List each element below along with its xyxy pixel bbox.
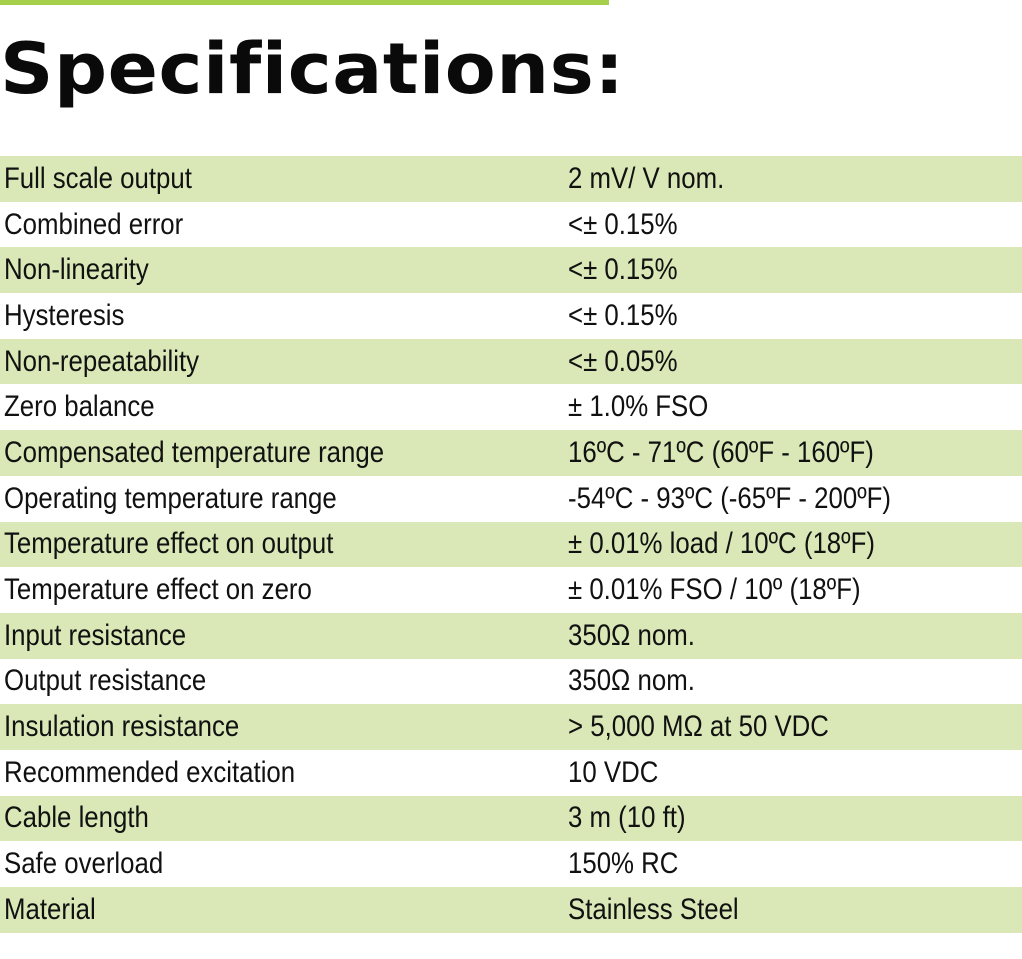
spec-row: Hysteresis <± 0.15% (0, 293, 1022, 339)
page-title: Specifications: (0, 28, 625, 110)
spec-label: Material (4, 892, 96, 926)
spec-label: Temperature effect on zero (4, 573, 312, 607)
spec-row: Material Stainless Steel (0, 887, 1022, 933)
spec-value: 350Ω nom. (568, 618, 695, 652)
spec-row: Compensated temperature range 16ºC - 71º… (0, 430, 1022, 476)
spec-label: Full scale output (4, 161, 192, 195)
spec-label: Recommended excitation (4, 755, 296, 789)
spec-row: Insulation resistance > 5,000 MΩ at 50 V… (0, 704, 1022, 750)
spec-label: Input resistance (4, 618, 187, 652)
accent-bar (0, 0, 609, 5)
spec-value: Stainless Steel (568, 892, 739, 926)
spec-value: > 5,000 MΩ at 50 VDC (568, 710, 829, 744)
spec-label: Output resistance (4, 664, 207, 698)
spec-value: ± 0.01% load / 10ºC (18ºF) (568, 527, 875, 561)
spec-label: Hysteresis (4, 298, 125, 332)
spec-value: -54ºC - 93ºC (-65ºF - 200ºF) (568, 481, 892, 515)
spec-row: Non-linearity <± 0.15% (0, 247, 1022, 294)
spec-table: Full scale output 2 mV/ V nom. Combined … (0, 156, 1022, 933)
spec-label: Non-linearity (4, 253, 149, 287)
spec-value: <± 0.15% (568, 207, 678, 241)
spec-value: <± 0.05% (568, 344, 678, 378)
spec-row: Output resistance 350Ω nom. (0, 659, 1022, 705)
spec-row: Recommended excitation 10 VDC (0, 750, 1022, 796)
spec-row: Safe overload 150% RC (0, 841, 1022, 887)
spec-row: Combined error <± 0.15% (0, 202, 1022, 248)
spec-value: <± 0.15% (568, 253, 678, 287)
spec-value: 10 VDC (568, 755, 659, 789)
spec-label: Compensated temperature range (4, 435, 385, 469)
spec-value: ± 0.01% FSO / 10º (18ºF) (568, 573, 861, 607)
spec-label: Operating temperature range (4, 481, 337, 515)
spec-label: Temperature effect on output (4, 527, 334, 561)
spec-row: Full scale output 2 mV/ V nom. (0, 156, 1022, 202)
spec-label: Non-repeatability (4, 344, 200, 378)
spec-label: Insulation resistance (4, 710, 240, 744)
spec-value: 2 mV/ V nom. (568, 161, 725, 195)
spec-row: Operating temperature range -54ºC - 93ºC… (0, 476, 1022, 522)
spec-row: Cable length 3 m (10 ft) (0, 795, 1022, 842)
spec-label: Cable length (4, 801, 149, 835)
spec-value: <± 0.15% (568, 298, 678, 332)
spec-value: 3 m (10 ft) (568, 801, 686, 835)
spec-value: 16ºC - 71ºC (60ºF - 160ºF) (568, 435, 874, 469)
spec-value: 150% RC (568, 847, 679, 881)
spec-value: 350Ω nom. (568, 664, 695, 698)
spec-row: Temperature effect on output ± 0.01% loa… (0, 521, 1022, 568)
spec-row: Temperature effect on zero ± 0.01% FSO /… (0, 567, 1022, 613)
spec-row: Zero balance ± 1.0% FSO (0, 384, 1022, 430)
spec-label: Combined error (4, 207, 184, 241)
spec-row: Non-repeatability <± 0.05% (0, 338, 1022, 385)
spec-row: Input resistance 350Ω nom. (0, 612, 1022, 659)
spec-label: Zero balance (4, 390, 155, 424)
spec-label: Safe overload (4, 847, 164, 881)
spec-value: ± 1.0% FSO (568, 390, 709, 424)
